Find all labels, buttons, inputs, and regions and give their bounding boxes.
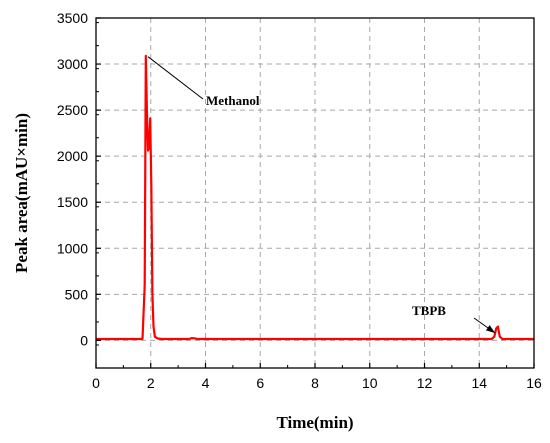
grid-lines bbox=[96, 18, 534, 368]
x-tick-label: 12 bbox=[417, 375, 433, 391]
y-tick-label: 3000 bbox=[57, 56, 88, 72]
y-axis-title: Peak area(mAU×min) bbox=[12, 113, 31, 273]
y-tick-label: 500 bbox=[65, 286, 89, 302]
annotations: Methanol TBPB bbox=[147, 56, 496, 334]
x-tick-label: 6 bbox=[256, 375, 264, 391]
y-tick-label: 0 bbox=[80, 332, 88, 348]
x-tick-label: 10 bbox=[362, 375, 378, 391]
axis-ticks: 0 2 4 6 8 10 12 14 16 0 500 1000 1500 2000 2500 3000 350… bbox=[57, 10, 542, 391]
x-tick-label: 2 bbox=[147, 375, 155, 391]
series-line bbox=[96, 54, 534, 341]
x-axis-title: Time(min) bbox=[276, 413, 353, 432]
x-tick-label: 16 bbox=[526, 375, 542, 391]
y-tick-label: 2500 bbox=[57, 102, 88, 118]
y-tick-label: 1500 bbox=[57, 194, 88, 210]
series-layer bbox=[96, 54, 534, 341]
x-tick-label: 4 bbox=[202, 375, 210, 391]
y-tick-label: 1000 bbox=[57, 240, 88, 256]
x-tick-label: 0 bbox=[92, 375, 100, 391]
y-tick-label: 3500 bbox=[57, 10, 88, 26]
annotation-arrowhead bbox=[485, 325, 496, 333]
annotation-tbpb: TBPB bbox=[412, 303, 446, 318]
x-tick-label: 8 bbox=[311, 375, 319, 391]
x-tick-label: 14 bbox=[471, 375, 487, 391]
y-tick-label: 2000 bbox=[57, 148, 88, 164]
annotation-methanol: Methanol bbox=[206, 93, 260, 108]
annotation-leader bbox=[147, 56, 204, 100]
